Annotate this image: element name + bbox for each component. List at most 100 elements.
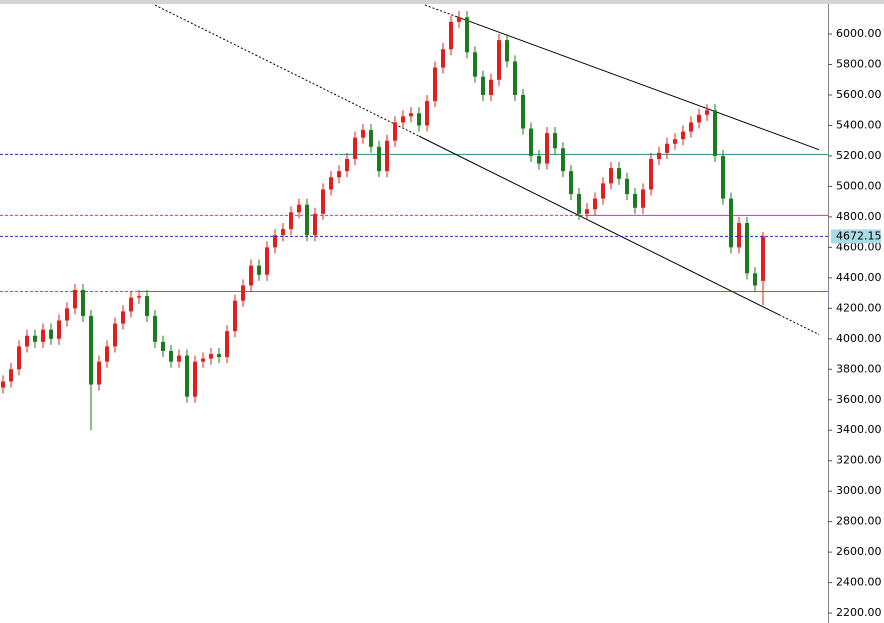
candle-body: [145, 296, 149, 316]
candle-body: [617, 168, 621, 179]
candle-body: [729, 198, 733, 248]
y-tick-label: 3800.00: [836, 362, 882, 375]
candle-body: [537, 155, 541, 164]
candle-body: [745, 222, 749, 274]
candle-body: [65, 308, 69, 321]
y-tick-label: 3000.00: [836, 484, 882, 497]
y-tick-label: 4400.00: [836, 271, 882, 284]
candle-body: [297, 204, 301, 213]
candle-body: [553, 133, 557, 149]
y-tick-label: 5600.00: [836, 88, 882, 101]
candle-body: [345, 158, 349, 172]
candle-body: [265, 247, 269, 275]
candle-body: [217, 354, 221, 358]
candle-body: [361, 130, 365, 138]
candle-body: [657, 152, 661, 159]
y-tick-label: 5000.00: [836, 179, 882, 192]
candle-body: [225, 331, 229, 358]
candle-body: [457, 17, 461, 22]
candle-body: [489, 79, 493, 95]
candle-body: [737, 222, 741, 248]
candle-body: [153, 315, 157, 342]
candle-body: [185, 355, 189, 397]
candle-body: [481, 76, 485, 95]
candle-body: [449, 21, 453, 50]
candle-body: [353, 137, 357, 159]
candle-body: [577, 194, 581, 214]
candle-body: [377, 146, 381, 172]
candle-body: [289, 212, 293, 230]
trendline: [454, 15, 820, 151]
candle-body: [561, 148, 565, 172]
candle-body: [649, 158, 653, 190]
candle-body: [369, 130, 373, 147]
candle-body: [33, 335, 37, 342]
candle-body: [129, 297, 133, 312]
candle-body: [233, 300, 237, 332]
candle-body: [9, 369, 13, 382]
candle-body: [529, 128, 533, 156]
candle-body: [321, 189, 325, 214]
candle-body: [425, 101, 429, 126]
trendline: [424, 4, 456, 17]
candle-body: [169, 350, 173, 362]
candle-body: [409, 113, 413, 117]
y-tick-label: 3600.00: [836, 393, 882, 406]
candle-body: [73, 290, 77, 309]
top-bar: [0, 0, 884, 4]
y-tick-label: 4000.00: [836, 332, 882, 345]
candle-body: [401, 116, 405, 123]
candle-body: [473, 52, 477, 77]
candle-body: [89, 315, 93, 385]
candle-body: [249, 265, 253, 286]
candle-body: [689, 122, 693, 132]
candle-body: [593, 198, 597, 210]
candle-body: [545, 133, 549, 164]
candle-body: [609, 168, 613, 184]
candle-body: [465, 17, 469, 53]
candle-body: [137, 296, 141, 298]
candle-body: [281, 229, 285, 236]
candle-body: [505, 40, 509, 62]
candle-body: [81, 290, 85, 316]
y-tick-label: 5400.00: [836, 118, 882, 131]
y-tick-label: 2600.00: [836, 545, 882, 558]
candle-body: [313, 213, 317, 236]
candle-body: [193, 361, 197, 397]
y-tick-label: 5800.00: [836, 57, 882, 70]
candle-body: [433, 67, 437, 102]
y-tick-label: 4800.00: [836, 210, 882, 223]
candle-body: [673, 139, 677, 144]
candle-body: [25, 335, 29, 347]
candle-body: [721, 155, 725, 199]
candle-body: [105, 346, 109, 362]
y-tick-label: 4200.00: [836, 301, 882, 314]
candle-body: [177, 355, 181, 362]
candle-body: [569, 171, 573, 195]
candle-body: [665, 143, 669, 153]
y-tick-label: 2400.00: [836, 576, 882, 589]
candle-body: [497, 40, 501, 80]
candle-body: [681, 131, 685, 140]
candle-body: [273, 235, 277, 248]
y-tick-label: 6000.00: [836, 27, 882, 40]
candle-body: [753, 273, 757, 286]
candle-body: [161, 341, 165, 351]
trendline: [778, 314, 820, 335]
candle-body: [17, 346, 21, 370]
candle-body: [1, 381, 5, 388]
candle-body: [601, 183, 605, 199]
candle-body: [257, 265, 261, 275]
candle-body: [633, 194, 637, 208]
candle-body: [761, 236, 765, 281]
y-tick-label: 2800.00: [836, 515, 882, 528]
candle-body: [417, 113, 421, 126]
y-tick-label: 5200.00: [836, 149, 882, 162]
candle-body: [585, 209, 589, 214]
candle-body: [97, 361, 101, 385]
candle-body: [121, 311, 125, 324]
candle-body: [393, 122, 397, 141]
last-price-box: [831, 229, 881, 244]
